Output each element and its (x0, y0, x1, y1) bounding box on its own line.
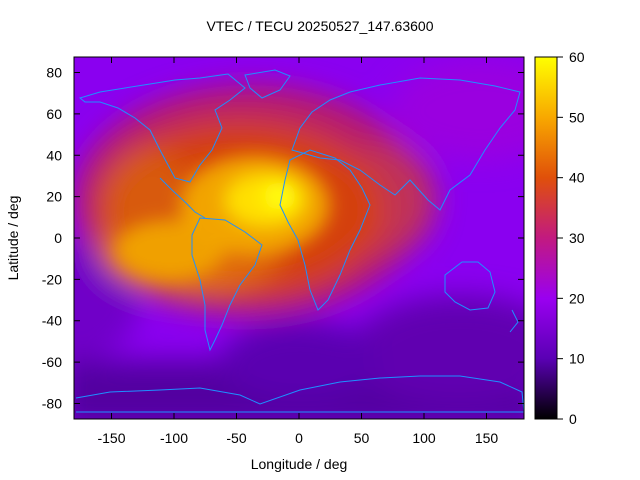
colorbar-tick-label: 0 (569, 411, 577, 427)
x-tick-label: 150 (475, 430, 499, 446)
antarctica-coast (75, 375, 524, 413)
colorbar-tick-label: 30 (569, 230, 585, 246)
colorbar-tick-label: 50 (569, 109, 585, 125)
colorbar-tick-label: 40 (569, 170, 585, 186)
africa-coast (279, 149, 371, 311)
north-america-coast (78, 73, 246, 183)
new-zealand-coast (509, 309, 519, 333)
y-tick-label: 0 (54, 230, 62, 246)
y-tick-label: -20 (42, 271, 62, 287)
y-tick-label: 40 (46, 147, 62, 163)
colorbar-tick-label: 10 (569, 351, 585, 367)
x-tick-label: -50 (226, 430, 246, 446)
central-america-coast (159, 177, 206, 219)
chart-title: VTEC / TECU 20250527_147.63600 (206, 18, 434, 34)
y-tick-label: 80 (46, 65, 62, 81)
colorbar-tick-label: 20 (569, 290, 585, 306)
y-tick-label: -40 (42, 313, 62, 329)
colorbar (534, 56, 558, 420)
y-tick-label: 60 (46, 106, 62, 122)
x-axis-label: Longitude / deg (250, 456, 348, 472)
greenland-coast (244, 69, 291, 99)
south-america-coast (191, 217, 263, 352)
coastlines (75, 69, 524, 413)
colorbar-axis: 0 10 20 30 40 50 60 (557, 49, 585, 427)
y-tick-label: -80 (42, 395, 62, 411)
eurasia-coast (291, 77, 521, 211)
y-axis: -80 -60 -40 -20 0 20 40 60 80 (42, 65, 524, 411)
x-tick-label: -100 (160, 430, 188, 446)
y-tick-label: 20 (46, 189, 62, 205)
x-tick-label: -150 (97, 430, 125, 446)
x-tick-label: 50 (354, 430, 370, 446)
vtec-heatmap (74, 57, 524, 419)
x-tick-label: 0 (295, 430, 303, 446)
x-axis: -150 -100 -50 0 50 100 150 (97, 57, 498, 446)
colorbar-tick-label: 60 (569, 49, 585, 65)
x-tick-label: 100 (412, 430, 436, 446)
australia-coast (444, 261, 496, 311)
y-tick-label: -60 (42, 354, 62, 370)
